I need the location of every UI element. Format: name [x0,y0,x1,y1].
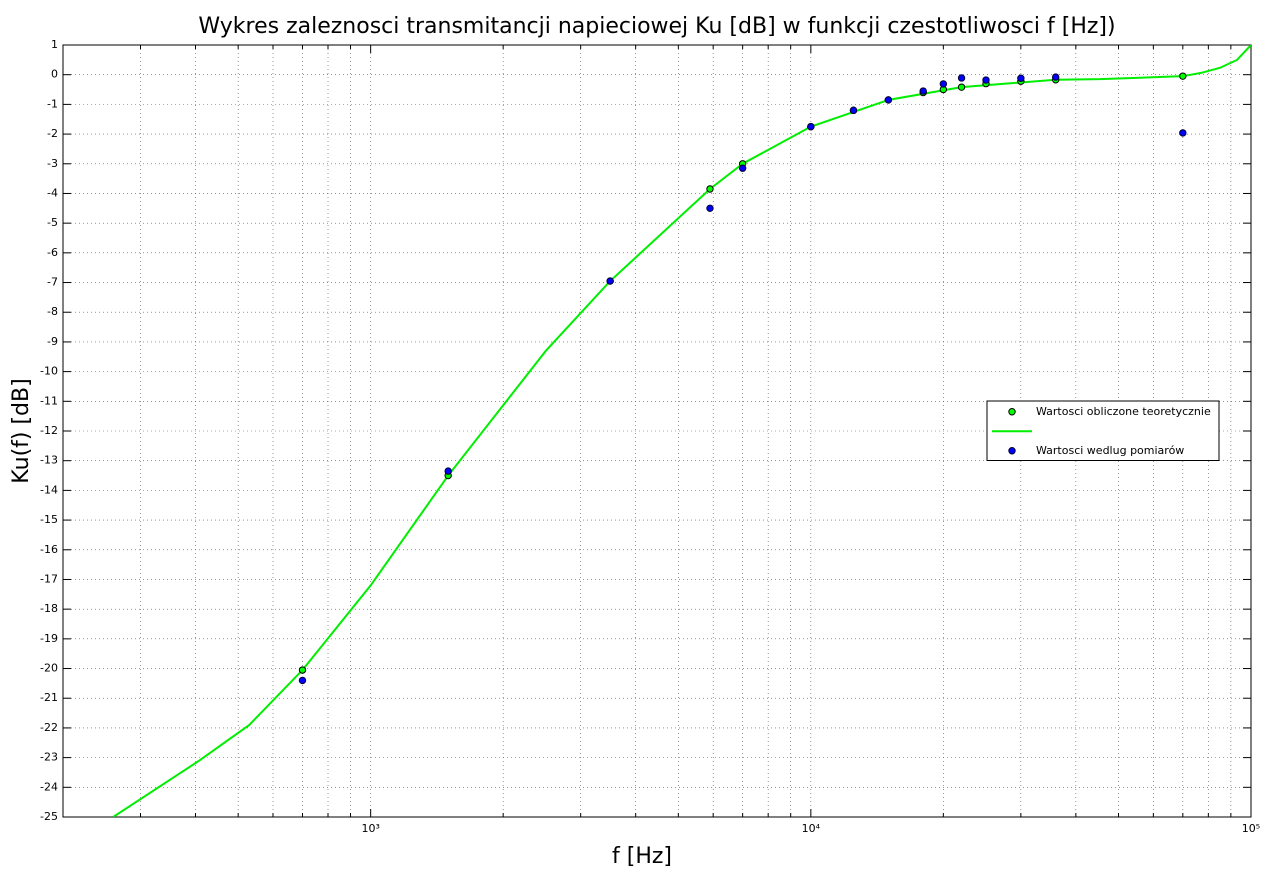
y-tick-label: 0 [51,68,58,81]
data-point [298,676,307,685]
data-point [706,204,714,213]
data-point [1051,73,1060,81]
y-tick-label: -15 [40,513,58,526]
curve [112,45,1251,817]
y-tick-label: -12 [40,424,58,437]
plot-frame [62,44,1252,818]
y-tick-label: -3 [47,157,58,170]
y-tick-label: -14 [40,483,58,496]
data-point [706,185,714,193]
legend-marker [1008,408,1016,416]
data-point [298,666,307,674]
y-tick-label: -19 [40,632,58,645]
y-axis-label: Ku(f) [dB] [9,378,34,483]
y-tick-label: -17 [40,572,58,585]
data-point [1179,129,1187,137]
data-point [444,467,452,475]
y-tick-label: -11 [40,394,58,407]
data-point [919,87,927,95]
y-tick-label: -2 [47,127,58,140]
y-tick-label: -9 [47,335,58,348]
data-point [957,74,966,82]
plot-area [112,45,1251,817]
data-point [884,96,893,104]
y-tick-label: -7 [47,276,58,289]
data-point [982,76,990,84]
data-point [849,106,858,115]
y-tick-label: -5 [47,216,58,229]
y-tick-label: -23 [40,751,58,764]
y-tick-label: -24 [40,780,58,793]
y-tick-label: 1 [51,38,58,51]
y-tick-label: -21 [40,691,58,704]
x-tick-label: 10⁴ [802,822,821,835]
y-tick-label: -16 [40,543,58,556]
data-point [957,83,966,91]
data-point [606,277,614,285]
x-tick-label: 10³ [361,822,379,835]
data-point [738,164,747,172]
y-tick-label: -25 [40,810,58,823]
x-tick-label: 10⁵ [1242,822,1260,835]
y-tick-label: -18 [40,602,58,615]
y-tick-label: -4 [47,186,58,199]
y-tick-label: -20 [40,662,58,675]
data-point [1179,72,1187,80]
chart-title: Wykres zaleznosci transmitancji napiecio… [198,14,1115,39]
y-tick-label: -8 [47,305,58,318]
x-axis-label: f [Hz] [612,844,672,869]
y-tick-label: -22 [40,721,58,734]
data-point [807,122,815,131]
legend-label: Wartosci wedlug pomiarów [1036,444,1184,457]
y-tick-label: -6 [47,246,58,259]
y-tick-label: -1 [47,97,58,110]
y-tick-label: -13 [40,454,58,467]
y-tick-label: -10 [40,365,58,378]
legend-marker [1008,447,1016,455]
data-point [939,80,948,88]
legend-label: Wartosci obliczone teoretycznie [1036,405,1211,418]
data-point [1017,74,1025,82]
